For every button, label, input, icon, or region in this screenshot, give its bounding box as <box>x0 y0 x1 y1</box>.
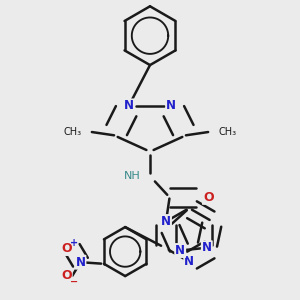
Text: N: N <box>166 99 176 112</box>
Text: +: + <box>70 238 78 248</box>
Text: CH₃: CH₃ <box>219 127 237 137</box>
Text: N: N <box>202 241 212 254</box>
Text: N: N <box>184 255 194 268</box>
Text: −: − <box>70 277 78 287</box>
Text: NH: NH <box>124 171 141 181</box>
Text: O: O <box>203 191 214 204</box>
Text: N: N <box>161 215 171 228</box>
Text: O: O <box>61 242 72 255</box>
Text: CH₃: CH₃ <box>63 127 81 137</box>
Text: N: N <box>175 244 185 257</box>
Text: O: O <box>61 269 72 282</box>
Text: N: N <box>124 99 134 112</box>
Text: N: N <box>75 256 85 269</box>
